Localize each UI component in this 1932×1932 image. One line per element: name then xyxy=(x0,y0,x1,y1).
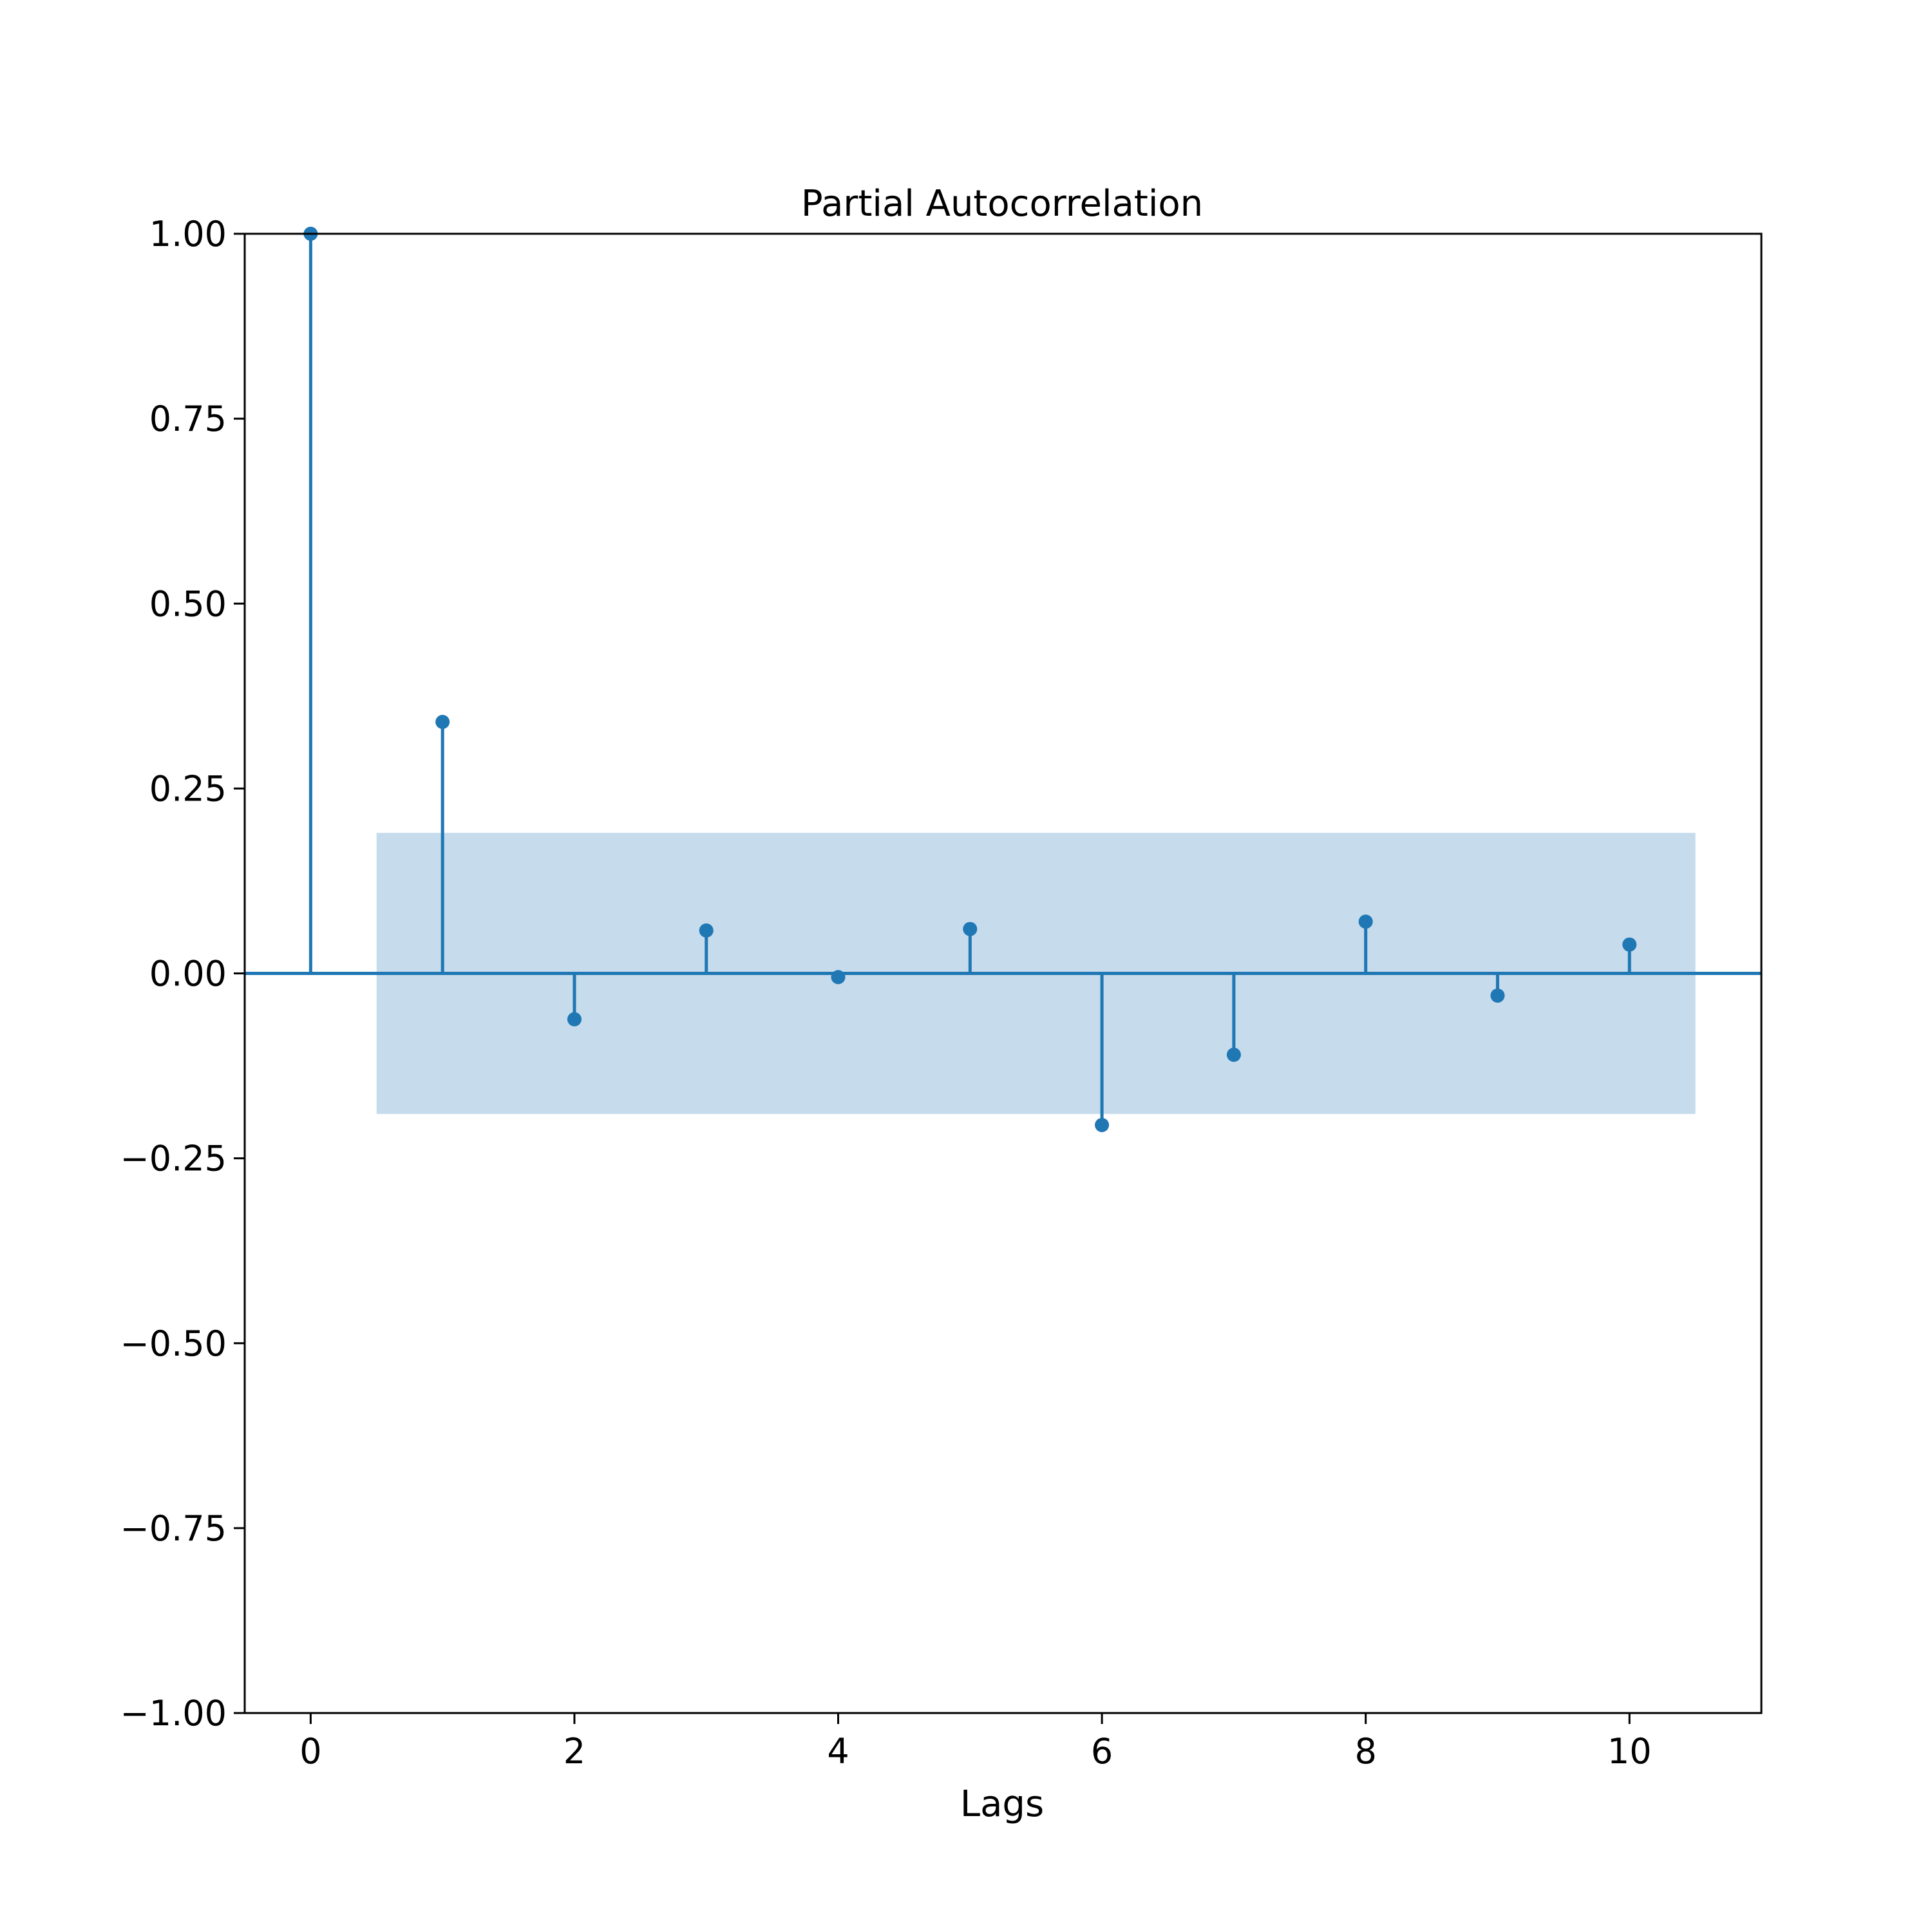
stem-marker-lag-7 xyxy=(1226,1047,1241,1062)
stem-marker-lag-1 xyxy=(435,715,450,730)
y-tick-label: −1.00 xyxy=(120,1693,227,1734)
y-tick-label: 1.00 xyxy=(149,214,227,254)
y-tick-label: 0.75 xyxy=(149,399,227,439)
x-tick-label: 0 xyxy=(299,1731,321,1772)
y-tick-label: −0.25 xyxy=(120,1139,227,1179)
stem-marker-lag-6 xyxy=(1095,1117,1110,1132)
stem-marker-lag-2 xyxy=(567,1012,582,1027)
y-tick-label: −0.50 xyxy=(120,1323,227,1364)
stem-marker-lag-4 xyxy=(831,970,846,985)
x-tick-label: 8 xyxy=(1354,1731,1376,1772)
stem-marker-lag-8 xyxy=(1358,914,1373,929)
x-tick-label: 2 xyxy=(564,1731,585,1772)
plot-area: 1.00 0.75 0.50 0.25 0.00 −0.25 −0.50 −0.75 −1.00… xyxy=(120,214,1763,1772)
y-tick-label: 0.00 xyxy=(149,954,227,994)
x-tick-label: 4 xyxy=(827,1731,849,1772)
stem-marker-lag-9 xyxy=(1490,988,1505,1003)
x-tick-label: 6 xyxy=(1091,1731,1113,1772)
y-tick-label: 0.50 xyxy=(149,583,227,624)
y-tick-label: −0.75 xyxy=(120,1508,227,1549)
y-tick-label: 0.25 xyxy=(149,768,227,809)
x-axis-label: Lags xyxy=(960,1783,1044,1825)
x-tick-label: 10 xyxy=(1607,1731,1652,1772)
stem-marker-lag-3 xyxy=(699,923,714,938)
stem-marker-lag-5 xyxy=(963,922,978,936)
chart-title: Partial Autocorrelation xyxy=(801,183,1203,225)
stem-marker-lag-10 xyxy=(1622,937,1637,952)
